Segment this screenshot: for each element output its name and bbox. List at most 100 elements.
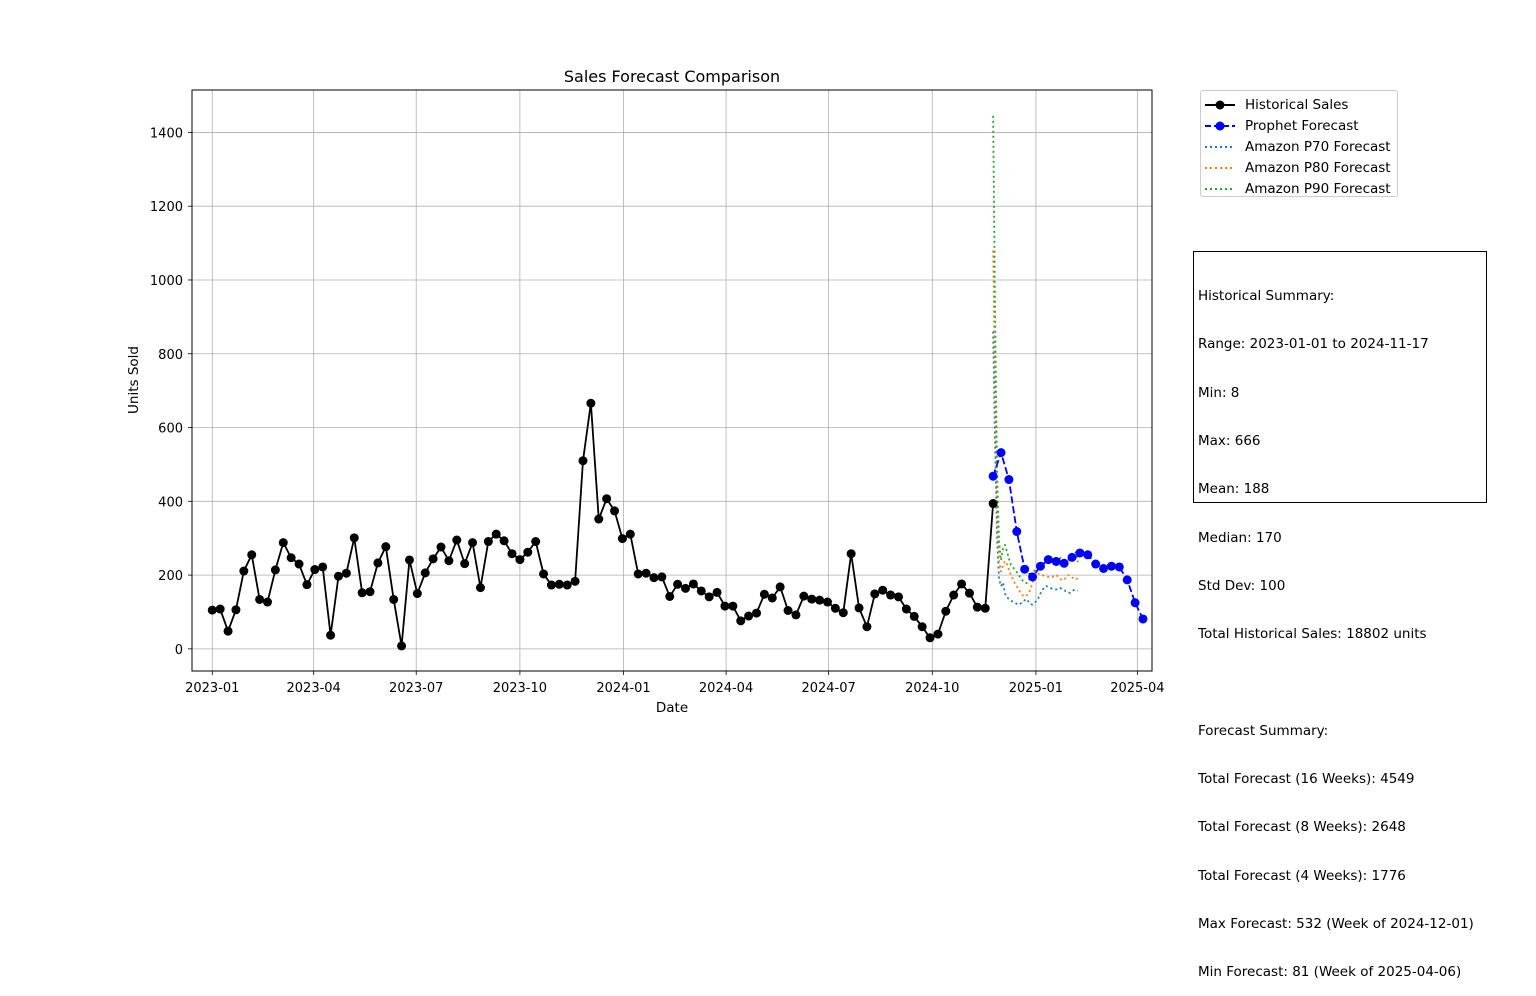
summary-line: Max: 666 bbox=[1198, 433, 1261, 450]
data-point-historical-sales bbox=[917, 622, 927, 632]
summary-line: Mean: 188 bbox=[1198, 481, 1270, 498]
data-point-historical-sales bbox=[381, 542, 391, 552]
summary-line: Historical Summary: bbox=[1198, 288, 1335, 305]
data-point-historical-sales bbox=[878, 585, 888, 595]
data-point-historical-sales bbox=[373, 558, 383, 568]
data-point-historical-sales bbox=[988, 499, 998, 509]
data-point-historical-sales bbox=[625, 529, 635, 539]
summary-line: Min: 8 bbox=[1198, 384, 1240, 401]
summary-line: Std Dev: 100 bbox=[1198, 577, 1286, 594]
y-tick-label: 1000 bbox=[150, 274, 183, 289]
data-point-historical-sales bbox=[594, 514, 604, 524]
data-point-historical-sales bbox=[255, 594, 265, 604]
legend-item-p90: Amazon P90 Forecast bbox=[1201, 178, 1397, 199]
data-point-prophet-forecast bbox=[1075, 548, 1085, 558]
data-point-prophet-forecast bbox=[1130, 598, 1140, 608]
data-point-historical-sales bbox=[846, 549, 856, 559]
data-point-historical-sales bbox=[404, 555, 414, 565]
series-line-amazon-p80-forecast bbox=[992, 250, 1079, 598]
data-point-historical-sales bbox=[822, 597, 832, 607]
series-line-amazon-p90-forecast bbox=[992, 115, 1079, 585]
data-point-historical-sales bbox=[665, 591, 675, 601]
data-point-historical-sales bbox=[302, 580, 312, 590]
legend-swatch-historical bbox=[1205, 100, 1235, 109]
legend-label: Historical Sales bbox=[1245, 96, 1349, 113]
legend-item-p80: Amazon P80 Forecast bbox=[1201, 157, 1397, 178]
data-point-historical-sales bbox=[515, 555, 525, 565]
data-point-historical-sales bbox=[957, 579, 967, 589]
summary-line: Min Forecast: 81 (Week of 2025-04-06) bbox=[1198, 964, 1462, 981]
data-point-prophet-forecast bbox=[1083, 550, 1093, 560]
data-point-prophet-forecast bbox=[1138, 614, 1148, 624]
x-tick-label: 2023-07 bbox=[389, 681, 443, 696]
data-point-historical-sales bbox=[499, 536, 509, 546]
x-tick-label: 2024-07 bbox=[801, 681, 855, 696]
data-point-historical-sales bbox=[870, 589, 880, 599]
data-point-historical-sales bbox=[759, 589, 769, 599]
data-point-prophet-forecast bbox=[988, 471, 998, 481]
data-point-historical-sales bbox=[397, 641, 407, 651]
summary-line: Range: 2023-01-01 to 2024-11-17 bbox=[1198, 336, 1429, 353]
data-point-historical-sales bbox=[681, 583, 691, 593]
data-point-historical-sales bbox=[925, 633, 935, 643]
y-tick-label: 800 bbox=[158, 348, 183, 363]
data-point-prophet-forecast bbox=[1114, 562, 1124, 572]
data-point-historical-sales bbox=[231, 605, 241, 615]
data-point-historical-sales bbox=[720, 601, 730, 611]
x-tick-label: 2025-01 bbox=[1009, 681, 1063, 696]
data-point-historical-sales bbox=[712, 587, 722, 597]
grid-lines bbox=[192, 90, 1152, 671]
data-point-historical-sales bbox=[333, 571, 343, 581]
data-point-historical-sales bbox=[223, 626, 233, 636]
data-point-historical-sales bbox=[909, 611, 919, 621]
data-point-historical-sales bbox=[586, 398, 596, 408]
summary-line: Median: 170 bbox=[1198, 529, 1282, 546]
x-tick-label: 2024-01 bbox=[596, 681, 650, 696]
data-point-historical-sales bbox=[349, 533, 359, 543]
data-point-historical-sales bbox=[475, 583, 485, 593]
data-point-prophet-forecast bbox=[996, 448, 1006, 458]
data-point-historical-sales bbox=[326, 630, 336, 640]
data-point-prophet-forecast bbox=[1020, 564, 1030, 574]
data-point-historical-sales bbox=[791, 610, 801, 620]
data-point-historical-sales bbox=[570, 576, 580, 586]
data-point-prophet-forecast bbox=[1067, 552, 1077, 562]
legend-swatch-prophet bbox=[1205, 121, 1235, 130]
legend-label: Amazon P70 Forecast bbox=[1245, 138, 1391, 155]
data-point-historical-sales bbox=[412, 589, 422, 599]
y-tick-label: 200 bbox=[158, 569, 183, 584]
data-point-prophet-forecast bbox=[1028, 572, 1038, 582]
summary-line: Max Forecast: 532 (Week of 2024-12-01) bbox=[1198, 915, 1474, 932]
legend-item-prophet: Prophet Forecast bbox=[1201, 115, 1397, 136]
data-point-historical-sales bbox=[531, 537, 541, 547]
data-point-historical-sales bbox=[436, 542, 446, 552]
data-point-historical-sales bbox=[949, 590, 959, 600]
data-point-prophet-forecast bbox=[1099, 563, 1109, 573]
data-point-prophet-forecast bbox=[1043, 555, 1053, 565]
data-point-historical-sales bbox=[554, 579, 564, 589]
data-point-historical-sales bbox=[767, 593, 777, 603]
data-point-prophet-forecast bbox=[1035, 561, 1045, 571]
data-point-historical-sales bbox=[523, 547, 533, 557]
data-point-prophet-forecast bbox=[1004, 475, 1014, 485]
data-point-historical-sales bbox=[736, 616, 746, 626]
chart-legend: Historical Sales Prophet Forecast Amazon… bbox=[1200, 90, 1398, 197]
y-tick-label: 1200 bbox=[150, 200, 183, 215]
data-point-historical-sales bbox=[483, 537, 493, 547]
y-tick-label: 600 bbox=[158, 422, 183, 437]
data-point-historical-sales bbox=[207, 605, 217, 615]
legend-swatch-p80 bbox=[1205, 166, 1235, 169]
data-point-historical-sales bbox=[341, 568, 351, 578]
data-point-prophet-forecast bbox=[1012, 527, 1022, 537]
legend-label: Amazon P90 Forecast bbox=[1245, 180, 1391, 197]
data-point-historical-sales bbox=[215, 604, 225, 614]
data-point-historical-sales bbox=[602, 494, 612, 504]
legend-swatch-p90 bbox=[1205, 187, 1235, 190]
data-point-historical-sales bbox=[657, 572, 667, 582]
series-line-prophet-forecast bbox=[992, 451, 1144, 620]
data-point-historical-sales bbox=[886, 590, 896, 600]
data-point-historical-sales bbox=[633, 569, 643, 579]
data-point-historical-sales bbox=[893, 592, 903, 602]
data-point-historical-sales bbox=[941, 606, 951, 616]
legend-item-p70: Amazon P70 Forecast bbox=[1201, 136, 1397, 157]
